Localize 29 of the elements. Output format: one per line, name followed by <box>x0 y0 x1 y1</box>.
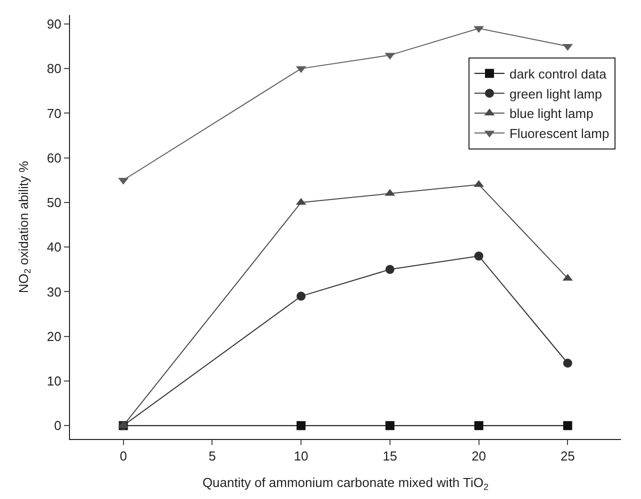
y-tick-label: 90 <box>46 16 62 32</box>
x-axis-title: Quantity of ammonium carbonate mixed with TiO$_{2}$ <box>202 475 489 492</box>
point <box>385 421 394 430</box>
point <box>385 264 394 274</box>
y-tick-label: 30 <box>46 284 62 300</box>
legend-label: blue light lamp <box>509 106 594 122</box>
point <box>296 292 306 301</box>
x-tick-label: 25 <box>560 448 575 464</box>
y-tick-label: 40 <box>46 240 62 255</box>
legend-label: dark control data <box>509 66 608 82</box>
y-tick-label: 50 <box>46 195 62 210</box>
point <box>474 421 484 430</box>
point <box>296 421 306 430</box>
y-tick-label: 60 <box>46 150 62 166</box>
legend-label: green light lamp <box>509 86 602 102</box>
x-tick-label: 10 <box>294 448 308 464</box>
y-tick-label: 0 <box>54 418 62 434</box>
y-tick-label: 20 <box>46 328 62 344</box>
y-tick-label: 10 <box>46 374 62 389</box>
x-tick-label: 0 <box>120 448 127 464</box>
legend-label: Fluorescent lamp <box>509 126 610 142</box>
point <box>563 358 572 368</box>
x-tick-label: 20 <box>472 448 486 464</box>
y-tick-label: 70 <box>46 106 62 121</box>
x-tick-label: 5 <box>208 448 216 464</box>
point <box>474 252 484 261</box>
point <box>563 421 572 430</box>
y-tick-label: 80 <box>46 61 62 76</box>
x-tick-label: 15 <box>382 448 398 464</box>
